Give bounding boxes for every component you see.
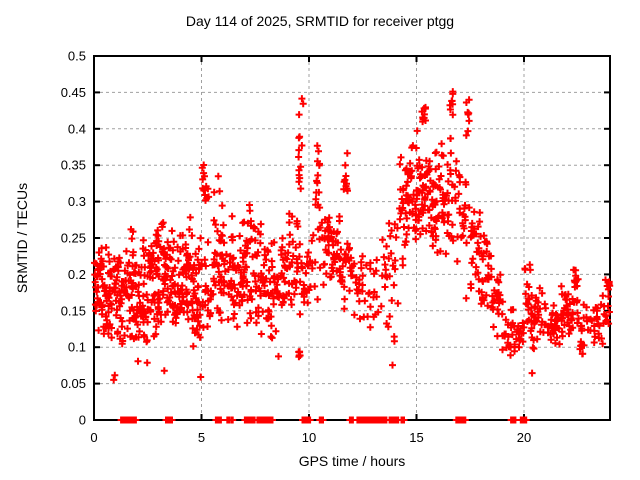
y-tick-label: 0.3 — [68, 194, 86, 209]
y-tick-label: 0.2 — [68, 267, 86, 282]
x-tick-label: 15 — [409, 430, 423, 445]
y-tick-label: 0.35 — [61, 158, 86, 173]
y-tick-label: 0.45 — [61, 85, 86, 100]
y-tick-label: 0.05 — [61, 376, 86, 391]
y-tick-label: 0 — [79, 413, 86, 428]
y-tick-label: 0.5 — [68, 49, 86, 64]
x-tick-label: 10 — [302, 430, 316, 445]
y-tick-label: 0.1 — [68, 340, 86, 355]
y-tick-label: 0.25 — [61, 231, 86, 246]
scatter-points — [91, 88, 614, 424]
x-tick-label: 20 — [517, 430, 531, 445]
x-tick-label: 0 — [90, 430, 97, 445]
y-axis-label: SRMTID / TECUs — [14, 182, 30, 294]
x-tick-label: 5 — [198, 430, 205, 445]
x-axis-label: GPS time / hours — [298, 453, 406, 469]
chart-title: Day 114 of 2025, SRMTID for receiver ptg… — [185, 13, 455, 29]
y-tick-label: 0.4 — [68, 121, 86, 136]
y-tick-label: 0.15 — [61, 303, 86, 318]
